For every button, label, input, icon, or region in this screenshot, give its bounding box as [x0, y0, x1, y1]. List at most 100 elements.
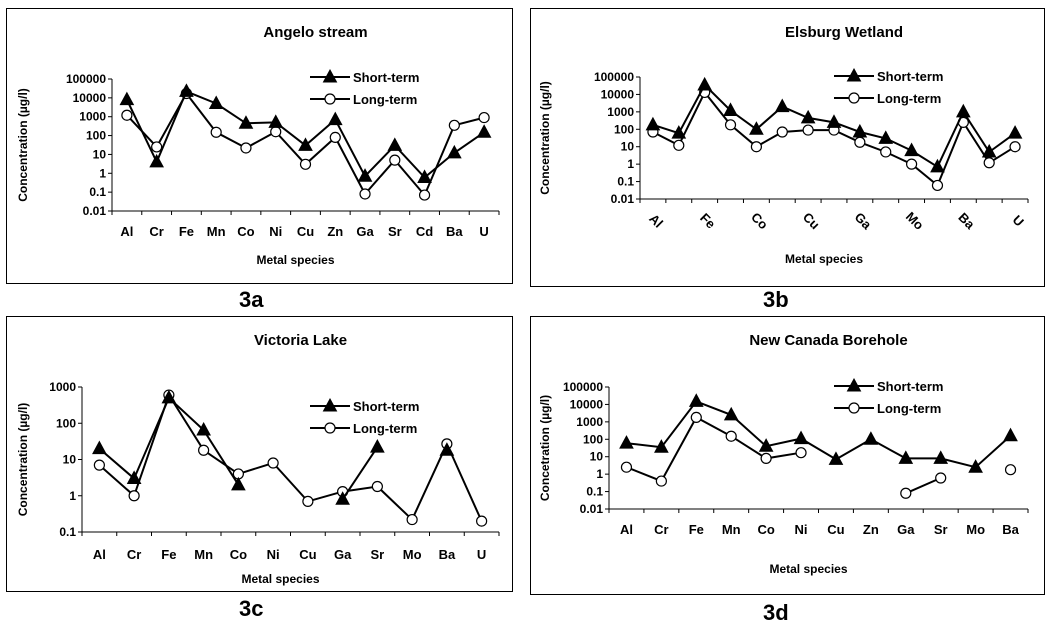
series-short-term [645, 76, 1023, 173]
chart-svg: Angelo stream 0.01 0.1 1 10 100 1000 10000 10000… [16, 24, 500, 267]
data-point-short-term [930, 158, 945, 173]
x-tick-label: Fe [697, 210, 718, 231]
data-point-long-term [802, 124, 814, 136]
data-point-short-term [231, 476, 246, 491]
legend: Short-term Long-term [310, 397, 419, 436]
legend-label-short-term: Short-term [353, 70, 419, 85]
series-long-term [647, 86, 1021, 192]
x-tick-label: Al [620, 522, 633, 537]
data-point-short-term [439, 442, 455, 456]
data-point-short-term [1003, 427, 1018, 442]
data-point-short-term [723, 406, 739, 421]
legend-label-short-term: Short-term [877, 69, 943, 84]
data-point-short-term [878, 130, 894, 144]
data-point-short-term [697, 76, 713, 91]
data-point-short-term [671, 125, 687, 139]
data-point-short-term [800, 109, 816, 124]
data-point-short-term [335, 491, 350, 505]
data-point-long-term [620, 461, 633, 473]
data-point-long-term [1004, 464, 1017, 476]
data-point-short-term [898, 450, 914, 464]
data-point-short-term [268, 114, 284, 128]
x-tick-label: U [479, 224, 488, 239]
data-point-long-term [210, 126, 222, 138]
legend-marker-short-term [846, 377, 862, 392]
data-point-long-term [725, 430, 737, 442]
x-tick-label: U [477, 547, 486, 562]
x-tick-label: Ba [439, 547, 456, 562]
data-point-short-term [955, 103, 971, 118]
data-point-short-term [645, 116, 661, 131]
data-point-short-term [828, 451, 844, 465]
series-short-term [119, 83, 492, 183]
data-point-long-term [690, 411, 702, 424]
data-point-long-term [655, 475, 667, 487]
y-tick-label: 1 [69, 489, 76, 503]
y-tick-label: 100 [614, 122, 634, 136]
chart-panel-angelo-stream: Angelo stream 0.01 0.1 1 10 100 1000 10000 10000… [6, 8, 513, 284]
legend: Short-term Long-term [834, 67, 943, 106]
data-point-long-term [931, 179, 944, 192]
series-long-term [620, 411, 1017, 499]
chart-title: Angelo stream [263, 24, 367, 41]
legend-marker-long-term [324, 93, 336, 105]
x-tick-label: Mn [207, 224, 226, 239]
data-point-long-term [906, 158, 918, 170]
legend-marker-long-term [848, 92, 860, 104]
data-point-long-term [478, 111, 490, 124]
data-point-short-term [619, 435, 634, 449]
y-axis-label: Concentration (µg/l) [16, 403, 30, 517]
x-tick-label: Cu [827, 522, 844, 537]
x-axis-label: Metal species [241, 572, 319, 586]
x-tick-label: Al [93, 547, 106, 562]
x-tick-label: Cu [297, 224, 314, 239]
x-tick-label: Al [646, 211, 666, 231]
y-tick-label: 100000 [594, 70, 634, 84]
y-tick-label: 1000 [79, 110, 106, 124]
series-line-long-term [652, 90, 1016, 188]
series-line-long-term [627, 417, 1011, 493]
data-point-long-term [151, 141, 163, 153]
legend-label-long-term: Long-term [353, 92, 417, 107]
series-long-term [93, 389, 488, 527]
y-axis-label: Concetration (µg/l) [538, 395, 552, 501]
figure-label-3b: 3b [763, 287, 789, 312]
data-point-short-term [723, 102, 738, 116]
data-point-long-term [371, 480, 383, 493]
data-point-short-term [92, 440, 107, 455]
chart-title: Elsburg Wetland [785, 24, 903, 41]
x-axis-label: Metal species [785, 252, 863, 266]
data-point-short-term [968, 459, 983, 473]
x-tick-label: Cu [299, 547, 316, 562]
data-point-short-term [863, 431, 879, 445]
legend: Short-term Long-term [310, 68, 419, 107]
x-tick-label: Fe [689, 522, 704, 537]
x-tick-label: Ni [795, 522, 808, 537]
data-point-short-term [387, 137, 403, 151]
x-tick-label: Ni [267, 547, 280, 562]
chart-svg: Victoria Lake 0.1 1 10 100 1000 Al Cr Fe Mn Co Ni Cu… [16, 332, 500, 586]
x-tick-label: Zn [863, 522, 879, 537]
x-tick-label: Cr [127, 547, 141, 562]
data-point-long-term [329, 131, 341, 143]
series-short-term [92, 389, 455, 505]
series-line-short-term [626, 400, 1012, 469]
x-tick-label: Co [237, 224, 254, 239]
y-tick-label: 0.1 [586, 485, 603, 499]
data-point-long-term [880, 146, 892, 158]
x-tick-label: Sr [388, 224, 402, 239]
data-point-long-term [776, 126, 788, 138]
y-tick-label: 100 [583, 432, 603, 446]
chart-title: New Canada Borehole [749, 332, 907, 349]
data-point-short-term [981, 143, 997, 158]
y-tick-label: 10000 [570, 397, 604, 411]
y-tick-label: 0.1 [59, 525, 76, 539]
x-axis-label: Metal species [256, 253, 334, 267]
data-point-short-term [758, 438, 774, 452]
data-point-long-term [724, 119, 737, 131]
data-point-long-term [267, 457, 279, 469]
data-point-short-term [179, 83, 194, 97]
y-tick-label: 10 [621, 140, 635, 154]
data-point-long-term [359, 188, 371, 200]
data-point-short-term [447, 144, 462, 159]
